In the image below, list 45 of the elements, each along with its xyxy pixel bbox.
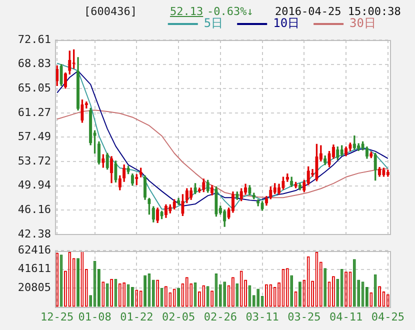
y-tick-label: 46.16 (18, 202, 51, 216)
y-tick-label: 41611 (18, 262, 51, 276)
legend-label: 30日 (350, 16, 376, 30)
y-tick-label: 61.27 (18, 106, 51, 119)
candlestick (130, 173, 134, 186)
x-tick-label: 12-25 (40, 310, 74, 324)
candlestick (260, 201, 264, 211)
x-tick-label: 01-08 (78, 310, 112, 324)
candlestick (194, 183, 197, 194)
y-tick-label: 42.38 (18, 227, 51, 240)
y-tick-label: 72.61 (18, 32, 51, 46)
y-tick-label: 57.49 (18, 130, 51, 144)
candlestick (160, 210, 164, 220)
candlestick (236, 192, 239, 200)
candlestick (148, 198, 151, 215)
legend-label: 10日 (273, 16, 300, 30)
candlestick (352, 136, 356, 150)
candlestick (214, 186, 218, 217)
text: 52.13 (170, 5, 204, 19)
candlestick (324, 155, 327, 166)
x-tick-label: 01-22 (120, 310, 154, 324)
y-tick-label: 20805 (18, 280, 51, 294)
candlestick (60, 64, 63, 86)
x-tick-label: 03-11 (246, 310, 279, 324)
x-tick-label: 04-11 (329, 310, 363, 324)
text: -0.63%↓ (207, 5, 254, 18)
x-tick-label: 02-05 (162, 310, 196, 324)
y-tick-label: 53.72 (18, 154, 51, 168)
x-tick-label: 03-25 (288, 310, 321, 324)
chart-title: [600436] (84, 5, 137, 19)
candlestick (365, 146, 369, 159)
y-tick-label: 68.83 (18, 57, 51, 70)
x-tick-label: 02-26 (204, 310, 237, 324)
legend-label: 5日 (204, 16, 224, 30)
text: 2016-04-25 15:00:38 (275, 5, 401, 18)
candlestick (126, 166, 130, 174)
candlestick (176, 198, 180, 206)
y-tick-label: 49.94 (18, 178, 52, 192)
candlestick (290, 176, 294, 188)
candlestick (361, 141, 364, 150)
candlestick (248, 185, 252, 196)
y-tick-label: 65.05 (18, 81, 51, 94)
x-tick-label: 04-25 (371, 310, 404, 324)
y-tick-label: 62416 (18, 243, 51, 256)
candlestick (114, 160, 118, 183)
